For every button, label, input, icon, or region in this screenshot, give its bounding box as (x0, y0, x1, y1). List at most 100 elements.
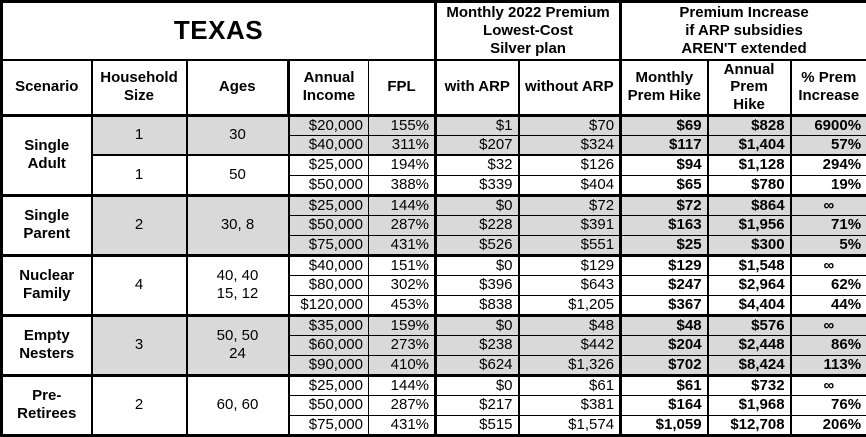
household-size-cell: 4 (92, 255, 187, 315)
income-cell: $75,000 (289, 415, 369, 435)
fpl-cell: 311% (369, 135, 436, 155)
monthly-hike-cell: $247 (621, 275, 708, 295)
with-arp-cell: $526 (436, 235, 519, 255)
pct-increase-cell: 76% (791, 395, 866, 415)
without-arp-cell: $643 (519, 275, 621, 295)
with-arp-cell: $217 (436, 395, 519, 415)
fpl-cell: 273% (369, 335, 436, 355)
fpl-cell: 287% (369, 215, 436, 235)
column-header-ages: Ages (187, 60, 289, 116)
monthly-hike-cell: $61 (621, 375, 708, 395)
with-arp-cell: $0 (436, 255, 519, 275)
pct-increase-cell: 113% (791, 355, 866, 375)
fpl-cell: 410% (369, 355, 436, 375)
column-header-monthly-prem-hike: Monthly Prem Hike (621, 60, 708, 116)
without-arp-cell: $129 (519, 255, 621, 275)
without-arp-cell: $404 (519, 175, 621, 195)
fpl-cell: 144% (369, 375, 436, 395)
income-cell: $40,000 (289, 255, 369, 275)
fpl-cell: 287% (369, 395, 436, 415)
monthly-hike-cell: $702 (621, 355, 708, 375)
with-arp-cell: $207 (436, 135, 519, 155)
income-cell: $120,000 (289, 295, 369, 315)
with-arp-cell: $228 (436, 215, 519, 235)
monthly-hike-cell: $69 (621, 115, 708, 135)
column-header-annual-prem-hike: Annual Prem Hike (708, 60, 791, 116)
household-size-cell: 2 (92, 375, 187, 435)
fpl-cell: 453% (369, 295, 436, 315)
pct-increase-cell: 206% (791, 415, 866, 435)
ages-cell: 60, 60 (187, 375, 289, 435)
column-header-without-arp: without ARP (519, 60, 621, 116)
income-cell: $75,000 (289, 235, 369, 255)
without-arp-cell: $61 (519, 375, 621, 395)
monthly-hike-cell: $367 (621, 295, 708, 315)
pct-increase-cell: 86% (791, 335, 866, 355)
without-arp-cell: $324 (519, 135, 621, 155)
pct-increase-cell: 62% (791, 275, 866, 295)
annual-hike-cell: $2,964 (708, 275, 791, 295)
with-arp-cell: $0 (436, 315, 519, 335)
monthly-hike-cell: $164 (621, 395, 708, 415)
without-arp-cell: $48 (519, 315, 621, 335)
with-arp-cell: $0 (436, 195, 519, 215)
without-arp-cell: $551 (519, 235, 621, 255)
scenario-cell: Empty Nesters (2, 315, 92, 375)
income-cell: $25,000 (289, 155, 369, 175)
with-arp-cell: $238 (436, 335, 519, 355)
income-cell: $90,000 (289, 355, 369, 375)
scenario-cell: Single Parent (2, 195, 92, 255)
annual-hike-cell: $1,404 (708, 135, 791, 155)
monthly-hike-cell: $129 (621, 255, 708, 275)
monthly-hike-cell: $1,059 (621, 415, 708, 435)
with-arp-cell: $838 (436, 295, 519, 315)
column-header-household-size: Household Size (92, 60, 187, 116)
pct-increase-cell: ∞ (791, 315, 866, 335)
with-arp-cell: $515 (436, 415, 519, 435)
fpl-cell: 431% (369, 235, 436, 255)
pct-increase-cell: 5% (791, 235, 866, 255)
annual-hike-cell: $1,128 (708, 155, 791, 175)
with-arp-cell: $339 (436, 175, 519, 195)
monthly-hike-cell: $117 (621, 135, 708, 155)
income-cell: $50,000 (289, 215, 369, 235)
pct-increase-cell: 19% (791, 175, 866, 195)
pct-increase-cell: ∞ (791, 255, 866, 275)
scenario-cell: Nuclear Family (2, 255, 92, 315)
pct-increase-cell: ∞ (791, 195, 866, 215)
ages-cell: 30, 8 (187, 195, 289, 255)
fpl-cell: 159% (369, 315, 436, 335)
annual-hike-cell: $2,448 (708, 335, 791, 355)
household-size-cell: 1 (92, 115, 187, 155)
income-cell: $25,000 (289, 195, 369, 215)
ages-cell: 30 (187, 115, 289, 155)
annual-hike-cell: $828 (708, 115, 791, 135)
monthly-hike-cell: $163 (621, 215, 708, 235)
without-arp-cell: $70 (519, 115, 621, 135)
pct-increase-cell: 44% (791, 295, 866, 315)
monthly-hike-cell: $25 (621, 235, 708, 255)
without-arp-cell: $381 (519, 395, 621, 415)
with-arp-cell: $624 (436, 355, 519, 375)
title-row: TEXAS Monthly 2022 Premium Lowest-Cost S… (2, 2, 866, 60)
with-arp-cell: $396 (436, 275, 519, 295)
without-arp-cell: $391 (519, 215, 621, 235)
annual-hike-cell: $300 (708, 235, 791, 255)
ages-cell: 40, 40 15, 12 (187, 255, 289, 315)
household-size-cell: 3 (92, 315, 187, 375)
annual-hike-cell: $1,548 (708, 255, 791, 275)
premium-increase-group-header: Premium Increase if ARP subsidies AREN'T… (621, 2, 866, 60)
column-header-scenario: Scenario (2, 60, 92, 116)
with-arp-cell: $1 (436, 115, 519, 135)
fpl-cell: 431% (369, 415, 436, 435)
annual-hike-cell: $12,708 (708, 415, 791, 435)
monthly-hike-cell: $94 (621, 155, 708, 175)
column-header-with-arp: with ARP (436, 60, 519, 116)
household-size-cell: 2 (92, 195, 187, 255)
ages-cell: 50 (187, 155, 289, 195)
